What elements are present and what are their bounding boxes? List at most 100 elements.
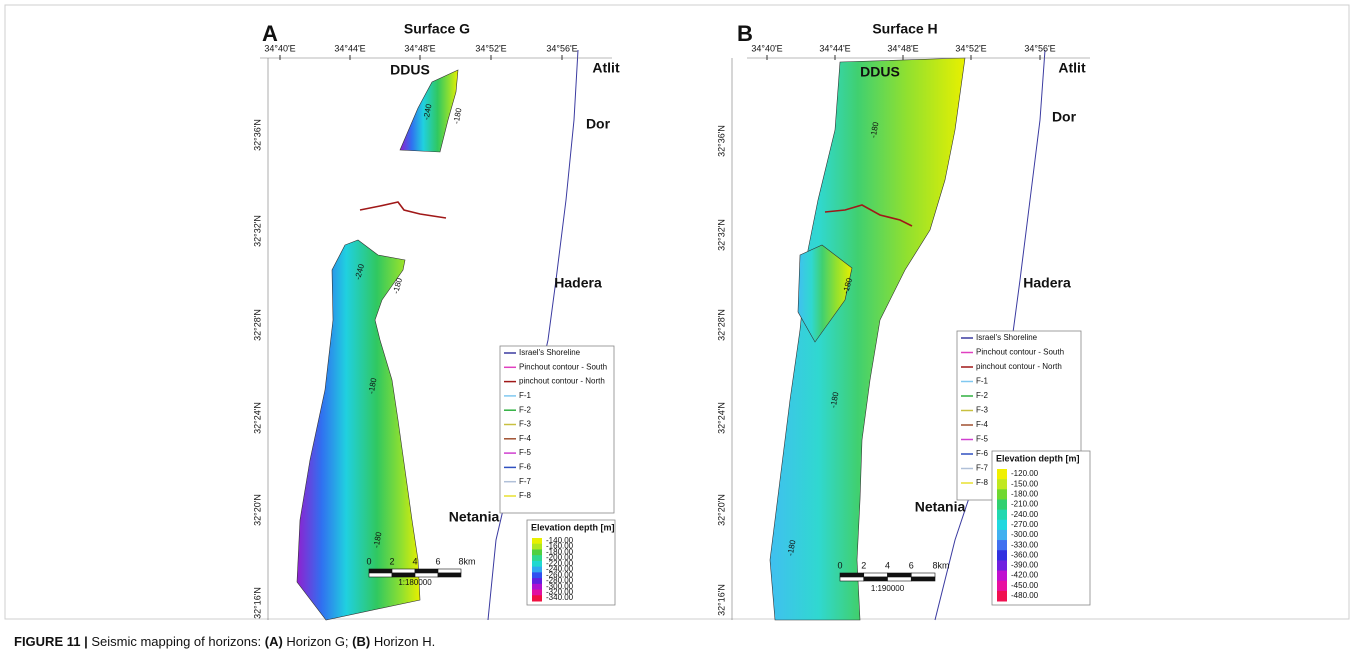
scale-tick-label: 6: [909, 560, 914, 570]
colorbar-swatch: [532, 595, 542, 602]
legend-entry: pinchout contour - North: [976, 362, 1062, 371]
lat-tick-label: 32°32'N: [716, 219, 726, 251]
scale-bar-top: [391, 568, 416, 574]
colorbar-swatch: [997, 509, 1007, 521]
scale-bar-bottom: [887, 576, 912, 582]
colorbar-label: -320.00: [546, 588, 574, 597]
colorbar-label: -180.00: [1011, 489, 1039, 498]
colorbar-label: -240.00: [546, 565, 574, 574]
colorbar-title: Elevation depth [m]: [531, 522, 615, 532]
colorbar-label: -480.00: [1011, 591, 1039, 600]
scale-bar-bottom: [839, 576, 865, 582]
colorbar-swatch: [997, 540, 1007, 551]
lon-tick-label: 34°44'E: [819, 43, 850, 53]
scale-bar-bottom: [391, 572, 416, 578]
caption-part: Seismic mapping of horizons:: [88, 634, 265, 649]
scale-bar-bottom: [414, 572, 439, 578]
colorbar-swatch: [532, 549, 542, 556]
place-name: Atlit: [1058, 60, 1086, 76]
legend-entry: F-3: [976, 406, 989, 415]
place-name: Netania: [449, 509, 500, 525]
caption-part: (B): [352, 634, 370, 649]
scale-bar-bottom: [368, 572, 393, 578]
caption-part: Horizon G;: [283, 634, 352, 649]
colorbar-label: -240.00: [1011, 510, 1039, 519]
shoreline: [487, 49, 579, 621]
seismic-surface: [797, 244, 853, 343]
place-name: Dor: [586, 116, 611, 132]
colorbar-swatch: [532, 538, 542, 545]
contour-label: -180: [391, 276, 404, 294]
lon-tick-label: 34°40'E: [264, 43, 295, 53]
lat-tick-label: 32°36'N: [716, 125, 726, 157]
colorbar-label: -200.00: [546, 553, 574, 562]
scale-tick-label: 0: [837, 560, 842, 570]
contour-label: -180: [367, 377, 379, 395]
colorbar-swatch: [532, 543, 542, 550]
legend-entry: F-5: [976, 435, 989, 444]
scale-tick-label: 4: [412, 556, 417, 566]
colorbar-label: -160.00: [546, 542, 574, 551]
colorbar-label: -280.00: [546, 576, 574, 585]
legend-entry: Israel's Shoreline: [519, 348, 581, 357]
lon-tick-label: 34°40'E: [751, 43, 782, 53]
legend-entry: F-2: [976, 391, 989, 400]
lat-tick-label: 32°24'N: [716, 402, 726, 434]
scale-tick-label: 8km: [458, 556, 475, 566]
scale-bar-bottom: [437, 572, 462, 578]
lat-tick-label: 32°32'N: [252, 215, 262, 247]
colorbar-swatch: [532, 572, 542, 579]
legend-entry: F-7: [519, 477, 532, 486]
caption-part: Horizon H.: [370, 634, 435, 649]
contour-label: -180: [786, 539, 798, 557]
seismic-surface: [399, 69, 459, 153]
colorbar-swatch: [532, 578, 542, 585]
contour-label: -180: [452, 107, 464, 125]
colorbar-label: -120.00: [1011, 469, 1039, 478]
place-name: DDUS: [390, 62, 430, 78]
place-name: Netania: [915, 499, 966, 515]
place-name: DDUS: [860, 64, 900, 80]
colorbar-swatch: [997, 479, 1007, 490]
legend-entry: Pinchout contour - South: [976, 348, 1064, 357]
scale-tick-label: 8km: [932, 560, 949, 570]
lon-tick-label: 34°52'E: [955, 43, 986, 53]
map-panel: A Surface G 34°40'E 34°44'E 34°48'E 34°52'E 34…: [252, 21, 620, 621]
scale-bar-top: [437, 568, 462, 574]
colorbar-swatch: [997, 489, 1007, 500]
legend-entry: F-7: [976, 464, 989, 473]
legend-entry: Pinchout contour - South: [519, 362, 607, 371]
colorbar-label: -300.00: [546, 582, 574, 591]
colorbar-swatch: [997, 529, 1007, 541]
scale-tick-label: 0: [366, 556, 371, 566]
lat-tick-label: 32°24'N: [252, 402, 262, 434]
contour-label: -240: [422, 103, 434, 121]
colorbar-swatch: [997, 570, 1007, 582]
legend-entry: F-8: [976, 478, 989, 487]
scale-bar-top: [368, 568, 393, 574]
colorbar-title: Elevation depth [m]: [996, 453, 1080, 463]
legend-entry: F-1: [519, 391, 532, 400]
place-name: Hadera: [554, 275, 602, 291]
colorbar-label: -210.00: [1011, 500, 1039, 509]
scale-tick-label: 2: [861, 560, 866, 570]
lon-tick-label: 34°48'E: [404, 43, 435, 53]
panel-label: A: [262, 21, 278, 46]
contour-label: -240: [353, 262, 366, 280]
figure-frame: [4, 4, 1350, 620]
colorbar-label: -140.00: [546, 536, 574, 545]
scale-ratio: 1:190000: [871, 584, 905, 593]
place-name: Dor: [1052, 109, 1077, 125]
colorbar-box: [991, 450, 1091, 606]
panel-title: Surface H: [872, 21, 937, 37]
scale-tick-label: 2: [389, 556, 394, 566]
lon-tick-label: 34°56'E: [1024, 43, 1055, 53]
colorbar-swatch: [997, 519, 1007, 531]
panel-label: B: [737, 21, 753, 46]
colorbar-swatch: [997, 580, 1007, 592]
map-panel: B Surface H 34°40'E 34°44'E 34°48'E 34°52'E 34…: [716, 21, 1091, 621]
legend-entry: F-8: [519, 491, 532, 500]
caption: FIGURE 11 | Seismic mapping of horizons:…: [14, 634, 435, 649]
scale-ratio: 1:180000: [398, 578, 432, 587]
colorbar-swatch: [532, 583, 542, 591]
